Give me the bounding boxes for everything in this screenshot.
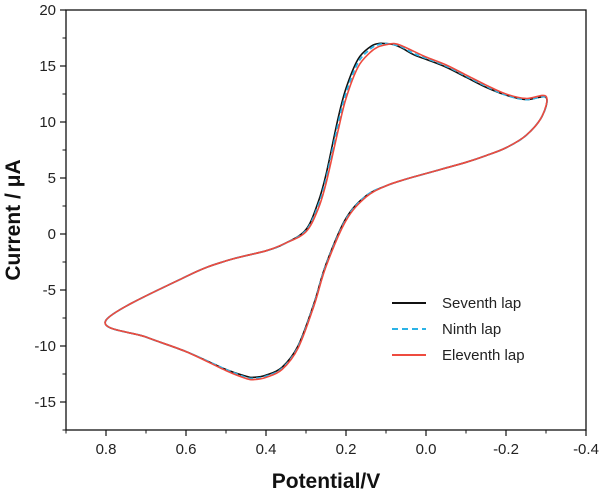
x-tick-label: 0.6 — [176, 441, 197, 458]
plot-frame — [65, 9, 587, 431]
series-line-eleventh-lap — [104, 42, 548, 381]
series-layer — [104, 42, 548, 381]
legend: Seventh lap Ninth lap Eleventh lap — [392, 295, 525, 364]
y-tick-label: 20 — [39, 2, 56, 19]
ticks-layer: 0.8 0.6 0.4 0.2 0.0 -0.2 -0.4 20 15 10 5 0 -5 -10 -15 — [34, 2, 599, 458]
y-tick-label: 5 — [48, 170, 56, 187]
legend-label: Seventh lap — [442, 295, 521, 312]
legend-label: Eleventh lap — [442, 347, 525, 364]
y-tick-label: -10 — [34, 338, 56, 355]
y-tick-label: -5 — [43, 282, 56, 299]
x-tick-label: 0.0 — [416, 441, 437, 458]
legend-label: Ninth lap — [442, 321, 501, 338]
x-tick-label: 0.2 — [336, 441, 357, 458]
y-tick-label: 10 — [39, 114, 56, 131]
y-tick-label: 15 — [39, 58, 56, 75]
x-tick-label: 0.4 — [256, 441, 277, 458]
y-tick-label: 0 — [48, 226, 56, 243]
x-tick-label: -0.4 — [573, 441, 599, 458]
y-tick-label: -15 — [34, 394, 56, 411]
x-axis-title: Potential/V — [272, 470, 381, 493]
x-tick-label: 0.8 — [96, 441, 117, 458]
y-axis-title: Current / μA — [2, 159, 25, 280]
x-tick-label: -0.2 — [493, 441, 519, 458]
